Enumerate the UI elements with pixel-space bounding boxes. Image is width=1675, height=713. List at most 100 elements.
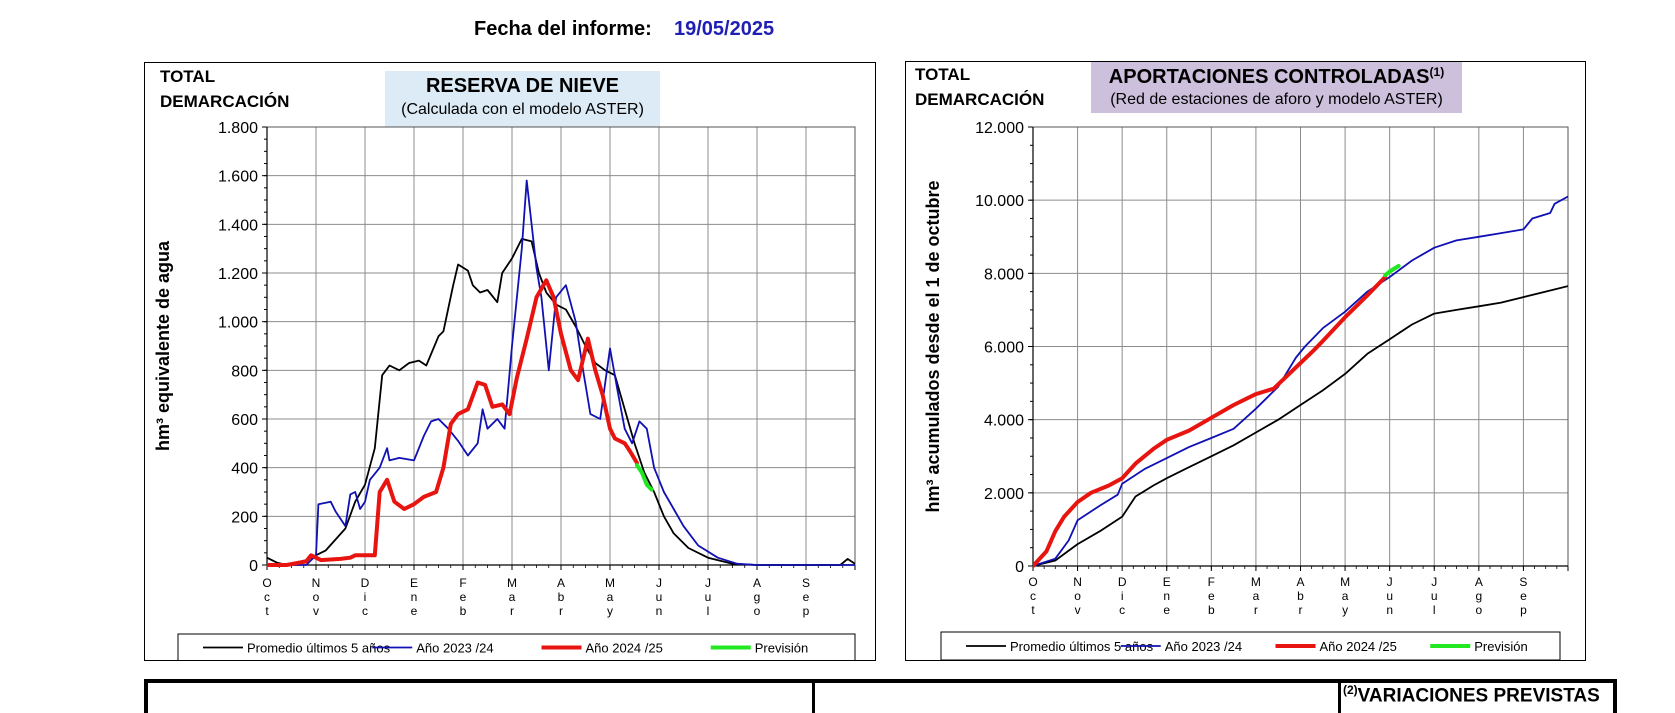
y-tick-label: 10.000: [975, 193, 1024, 210]
x-month-label: r: [1299, 603, 1303, 617]
y-tick-label: 2.000: [984, 486, 1024, 503]
legend-label: Promedio últimos 5 años: [1010, 639, 1154, 654]
x-month-label: M: [605, 576, 615, 590]
x-month-label: o: [313, 590, 320, 604]
y-tick-label: 0: [1015, 559, 1024, 576]
chart-title: APORTACIONES CONTROLADAS(1): [1109, 65, 1444, 88]
x-month-label: b: [460, 604, 467, 618]
y-tick-label: 1.800: [218, 120, 258, 137]
series-line-prevision: [634, 463, 654, 492]
x-month-label: i: [1121, 589, 1124, 603]
x-month-label: e: [411, 604, 418, 618]
x-month-label: e: [1520, 589, 1527, 603]
x-month-label: J: [1387, 575, 1393, 589]
x-month-label: b: [1297, 589, 1304, 603]
y-tick-label: 1.400: [218, 217, 258, 234]
y-tick-label: 200: [231, 509, 258, 526]
x-month-label: N: [312, 576, 321, 590]
legend-label: Promedio últimos 5 años: [247, 641, 391, 656]
x-month-label: A: [557, 576, 565, 590]
x-month-label: D: [1118, 575, 1127, 589]
x-month-label: F: [459, 576, 466, 590]
x-month-label: v: [313, 604, 319, 618]
x-month-label: o: [1074, 589, 1081, 603]
table-divider: [1338, 683, 1341, 713]
y-axis-label: hm³ acumulados desde el 1 de octubre: [923, 180, 943, 512]
legend-label: Año 2024 /25: [586, 641, 663, 656]
x-month-label: r: [559, 604, 563, 618]
x-month-label: r: [510, 604, 514, 618]
x-month-label: e: [803, 590, 810, 604]
legend-label: Año 2024 /25: [1320, 639, 1397, 654]
x-month-label: N: [1073, 575, 1082, 589]
x-month-label: t: [265, 604, 269, 618]
x-month-label: u: [1386, 589, 1393, 603]
title-background: [1091, 62, 1462, 113]
x-month-label: c: [1119, 603, 1125, 617]
x-month-label: c: [362, 604, 368, 618]
chart-subtitle: (Calculada con el modelo ASTER): [401, 101, 644, 118]
x-month-label: a: [607, 590, 614, 604]
snow-reserve-chart: TOTAL DEMARCACIÓN RESERVA DE NIEVE (Calcula…: [153, 67, 856, 660]
y-tick-label: 8.000: [984, 266, 1024, 283]
x-month-label: u: [656, 590, 663, 604]
y-tick-label: 1.200: [218, 266, 258, 283]
legend-label: Previsión: [1474, 639, 1527, 654]
variations-heading: (2)VARIACIONES PREVISTAS: [1343, 683, 1600, 707]
chart-subtitle: (Red de estaciones de aforo y modelo AST…: [1110, 91, 1443, 108]
x-month-label: M: [1340, 575, 1350, 589]
series-line-promedio: [1033, 285, 1568, 567]
x-month-label: O: [262, 576, 271, 590]
x-month-label: b: [1208, 603, 1215, 617]
x-month-label: o: [754, 604, 761, 618]
x-month-label: S: [802, 576, 810, 590]
series-line-prevision: [1383, 264, 1401, 278]
chart-title-superscript: (1): [1430, 65, 1445, 79]
x-month-label: J: [656, 576, 662, 590]
x-month-label: O: [1028, 575, 1037, 589]
x-month-label: a: [509, 590, 516, 604]
y-tick-label: 1.000: [218, 315, 258, 332]
x-month-label: a: [1253, 589, 1260, 603]
legend-label: Año 2023 /24: [1165, 639, 1242, 654]
y-tick-label: 800: [231, 363, 258, 380]
x-month-label: n: [1386, 603, 1393, 617]
series-line-y2324: [1033, 195, 1568, 567]
y-tick-label: 400: [231, 461, 258, 478]
x-month-label: D: [361, 576, 370, 590]
x-month-label: b: [558, 590, 565, 604]
region-label: TOTAL: [915, 65, 970, 84]
region-label: DEMARCACIÓN: [915, 90, 1044, 109]
chart-title: RESERVA DE NIEVE: [426, 75, 619, 97]
x-month-label: r: [1254, 603, 1258, 617]
x-month-label: n: [1163, 589, 1170, 603]
x-month-label: M: [507, 576, 517, 590]
x-month-label: e: [1163, 603, 1170, 617]
legend-label: Previsión: [755, 641, 808, 656]
x-month-label: M: [1251, 575, 1261, 589]
bottom-table: (2)VARIACIONES PREVISTAS: [144, 679, 1617, 713]
report-date-value: 19/05/2025: [674, 18, 775, 40]
x-month-label: o: [1475, 603, 1482, 617]
y-tick-label: 12.000: [975, 120, 1024, 137]
y-tick-label: 1.600: [218, 169, 258, 186]
x-month-label: A: [1296, 575, 1304, 589]
x-month-label: n: [411, 590, 418, 604]
snow-reserve-chart-panel: TOTAL DEMARCACIÓN RESERVA DE NIEVE (Calcula…: [144, 62, 876, 661]
y-axis-label: hm³ equivalente de agua: [153, 240, 173, 451]
x-month-label: E: [410, 576, 418, 590]
legend-box: [177, 633, 856, 660]
x-month-label: u: [705, 590, 712, 604]
x-month-label: g: [754, 590, 761, 604]
x-month-label: A: [753, 576, 761, 590]
x-month-label: v: [1075, 603, 1081, 617]
x-month-label: i: [364, 590, 367, 604]
series-line-promedio: [267, 238, 855, 566]
variations-label: VARIACIONES PREVISTAS: [1357, 685, 1600, 707]
legend-label: Año 2023 /24: [416, 641, 493, 656]
x-month-label: p: [1520, 603, 1527, 617]
x-month-label: e: [1208, 589, 1215, 603]
x-month-label: c: [264, 590, 270, 604]
x-month-label: a: [1342, 589, 1349, 603]
x-month-label: J: [705, 576, 711, 590]
